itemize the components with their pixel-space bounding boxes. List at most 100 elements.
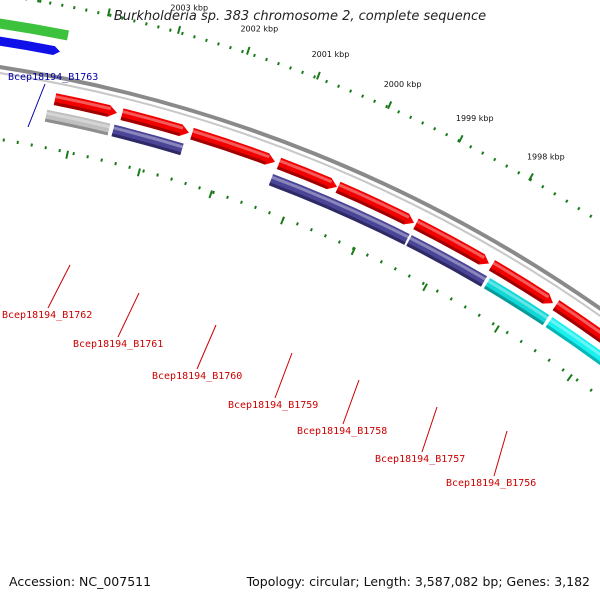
minor-tick [446, 133, 447, 136]
major-tick [388, 101, 391, 108]
gene-label-leader [197, 325, 216, 369]
minor-tick [542, 185, 544, 188]
minor-tick [554, 193, 556, 196]
gene-label: Bcep18194_B1757 [375, 454, 465, 465]
minor-tick [398, 110, 399, 113]
inner-minor-tick [492, 323, 494, 326]
minor-tick [518, 171, 519, 174]
inner-major-tick [567, 374, 572, 381]
gene-label: Bcep18194_B1759 [228, 400, 318, 411]
minor-tick [350, 90, 351, 93]
minor-tick [266, 58, 267, 61]
minor-tick [494, 158, 495, 161]
inner-minor-tick [213, 191, 214, 194]
inner-minor-tick [409, 275, 410, 278]
inner-minor-tick [73, 152, 74, 155]
accession-label: Accession: NC_007511 [9, 574, 151, 589]
inner-minor-tick [227, 196, 228, 199]
major-tick [247, 47, 249, 55]
scale-label: 1998 kbp [527, 153, 565, 162]
minor-tick [230, 46, 231, 49]
gene-label-leader [28, 84, 45, 127]
minor-tick [302, 71, 303, 74]
major-tick [459, 135, 463, 142]
inner-minor-tick [381, 260, 382, 263]
minor-tick [374, 100, 375, 103]
gene-label-group[interactable]: Bcep18194_B1759 [228, 353, 318, 411]
inner-minor-tick [255, 206, 256, 209]
minor-tick [470, 145, 471, 148]
minor-tick [434, 127, 435, 130]
minor-tick [410, 116, 411, 119]
scale-label: 2002 kbp [240, 25, 278, 34]
minor-tick [578, 207, 580, 210]
inner-minor-tick [325, 234, 326, 237]
inner-minor-tick [520, 340, 522, 343]
outer-blue-feature[interactable] [0, 35, 60, 55]
gene-label-leader [275, 353, 292, 398]
inner-minor-tick [87, 155, 88, 158]
inner-major-tick [209, 190, 212, 198]
inner-minor-tick [129, 166, 130, 169]
inner-minor-tick [339, 241, 340, 244]
inner-major-tick [66, 151, 68, 159]
minor-tick [62, 4, 63, 7]
inner-minor-tick [464, 306, 466, 309]
inner-minor-tick [101, 159, 102, 162]
minor-tick [242, 50, 243, 53]
inner-minor-tick [185, 182, 186, 185]
inner-minor-tick [437, 290, 438, 293]
minor-tick [218, 43, 219, 46]
inner-minor-tick [590, 389, 592, 391]
minor-tick [206, 39, 207, 42]
inner-minor-tick [31, 144, 32, 147]
gene-label: Bcep18194_B1756 [446, 478, 536, 489]
inner-minor-tick [115, 162, 116, 165]
gene-label: Bcep18194_B1761 [73, 339, 163, 350]
map-title: Burkholderia sp. 383 chromosome 2, compl… [0, 9, 600, 24]
inner-major-tick [495, 326, 499, 333]
inner-minor-tick [143, 170, 144, 173]
minor-tick [590, 215, 592, 218]
minor-tick [314, 75, 315, 78]
gene-label: Bcep18194_B1760 [152, 371, 242, 382]
minor-tick [482, 152, 483, 155]
inner-minor-tick [395, 268, 396, 271]
inner-major-tick [138, 169, 140, 177]
inner-minor-tick [478, 314, 480, 317]
scale-label: 1999 kbp [456, 114, 494, 123]
inner-minor-tick [576, 379, 578, 381]
major-tick [317, 72, 320, 79]
inner-minor-tick [199, 186, 200, 189]
inner-minor-tick [59, 149, 60, 152]
gene-label-group[interactable]: Bcep18194_B1762 [2, 265, 92, 321]
inner-minor-tick [17, 141, 18, 144]
minor-tick [362, 95, 363, 98]
gene-label-group[interactable]: Bcep18194_B1761 [73, 293, 163, 350]
gene-label-leader [343, 380, 359, 424]
minor-tick [194, 35, 195, 38]
gene-label-group[interactable]: Bcep18194_B1760 [152, 325, 242, 382]
inner-minor-tick [45, 146, 46, 149]
gene-label-leader [422, 407, 437, 452]
inner-minor-tick [171, 178, 172, 181]
minor-tick [170, 29, 171, 32]
inner-minor-tick [451, 298, 452, 301]
minor-tick [50, 2, 51, 5]
topology-summary: Topology: circular; Length: 3,587,082 bp… [247, 574, 590, 589]
gene-label-group[interactable]: Bcep18194_B1757 [375, 407, 465, 465]
gene-label-leader [118, 293, 139, 337]
gene-label: Bcep18194_B1763 [8, 72, 98, 83]
inner-minor-tick [311, 228, 312, 231]
inner-minor-tick [269, 211, 270, 214]
inner-minor-tick [534, 349, 536, 351]
gene-label-leader [48, 265, 70, 308]
minor-tick [326, 80, 327, 83]
scale-label: 2001 kbp [312, 50, 350, 59]
major-tick [40, 0, 41, 3]
minor-tick [338, 85, 339, 88]
scale-label: 2000 kbp [384, 80, 422, 89]
inner-major-tick [281, 217, 284, 224]
minor-tick [158, 26, 159, 29]
